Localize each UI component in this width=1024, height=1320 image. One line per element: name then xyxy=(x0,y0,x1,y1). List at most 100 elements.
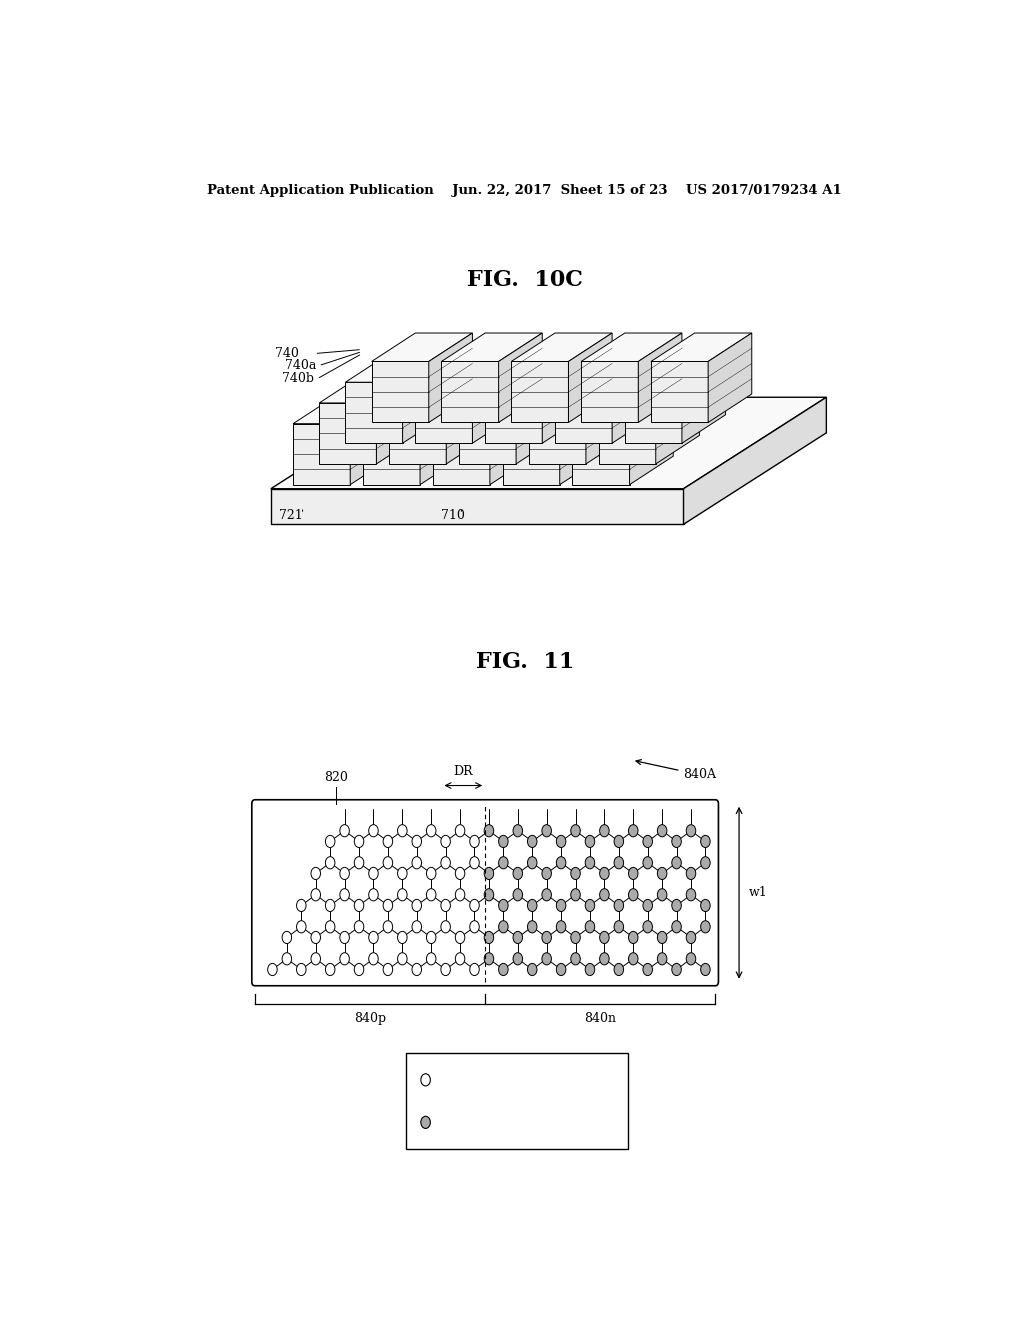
Circle shape xyxy=(513,825,522,837)
Polygon shape xyxy=(625,354,726,383)
Circle shape xyxy=(542,932,551,944)
Text: 710: 710 xyxy=(441,510,465,523)
Text: : Carbon: : Carbon xyxy=(440,1073,495,1086)
Circle shape xyxy=(326,836,335,847)
Circle shape xyxy=(267,964,278,975)
Circle shape xyxy=(527,857,537,869)
Text: 740: 740 xyxy=(274,347,299,360)
Circle shape xyxy=(354,964,364,975)
Circle shape xyxy=(657,953,667,965)
Polygon shape xyxy=(402,354,446,444)
Circle shape xyxy=(340,825,349,837)
Circle shape xyxy=(643,921,652,933)
Circle shape xyxy=(643,899,652,912)
Circle shape xyxy=(456,867,465,879)
Polygon shape xyxy=(372,333,472,362)
Polygon shape xyxy=(372,362,429,422)
Circle shape xyxy=(297,899,306,912)
Circle shape xyxy=(421,1073,430,1086)
Circle shape xyxy=(672,857,681,869)
Circle shape xyxy=(614,836,624,847)
Circle shape xyxy=(556,921,566,933)
Polygon shape xyxy=(441,333,543,362)
Polygon shape xyxy=(555,383,612,444)
Circle shape xyxy=(282,932,292,944)
Circle shape xyxy=(686,888,695,900)
Polygon shape xyxy=(572,424,630,484)
Circle shape xyxy=(426,932,436,944)
Polygon shape xyxy=(511,362,568,422)
Polygon shape xyxy=(485,354,586,383)
Circle shape xyxy=(426,888,436,900)
Circle shape xyxy=(700,857,711,869)
Circle shape xyxy=(311,953,321,965)
Circle shape xyxy=(585,899,595,912)
Circle shape xyxy=(499,964,508,975)
Circle shape xyxy=(326,899,335,912)
Circle shape xyxy=(600,867,609,879)
Circle shape xyxy=(470,921,479,933)
Polygon shape xyxy=(599,403,655,463)
Circle shape xyxy=(686,953,695,965)
Text: 840A: 840A xyxy=(636,759,717,781)
Circle shape xyxy=(643,964,652,975)
Circle shape xyxy=(369,953,378,965)
Polygon shape xyxy=(489,395,534,484)
Circle shape xyxy=(570,867,581,879)
Circle shape xyxy=(499,857,508,869)
Circle shape xyxy=(600,888,609,900)
Text: Patent Application Publication    Jun. 22, 2017  Sheet 15 of 23    US 2017/01792: Patent Application Publication Jun. 22, … xyxy=(208,185,842,198)
Circle shape xyxy=(383,921,392,933)
Polygon shape xyxy=(345,383,402,444)
Circle shape xyxy=(484,953,494,965)
Circle shape xyxy=(412,836,422,847)
Polygon shape xyxy=(429,333,472,422)
Circle shape xyxy=(297,964,306,975)
Circle shape xyxy=(326,857,335,869)
Circle shape xyxy=(484,888,494,900)
Polygon shape xyxy=(572,395,673,424)
Polygon shape xyxy=(433,395,534,424)
Polygon shape xyxy=(459,403,516,463)
Polygon shape xyxy=(528,375,630,403)
Text: FIG.  10C: FIG. 10C xyxy=(467,269,583,292)
Circle shape xyxy=(340,932,349,944)
Circle shape xyxy=(513,888,522,900)
Polygon shape xyxy=(612,354,655,444)
Circle shape xyxy=(311,867,321,879)
Circle shape xyxy=(657,932,667,944)
Circle shape xyxy=(397,932,408,944)
Circle shape xyxy=(369,825,378,837)
Circle shape xyxy=(629,953,638,965)
Circle shape xyxy=(672,899,681,912)
Bar xyxy=(406,1053,628,1150)
Circle shape xyxy=(643,857,652,869)
Circle shape xyxy=(542,953,551,965)
Circle shape xyxy=(369,888,378,900)
Circle shape xyxy=(570,953,581,965)
Circle shape xyxy=(657,825,667,837)
Text: 840n: 840n xyxy=(584,1012,616,1026)
Circle shape xyxy=(527,836,537,847)
Circle shape xyxy=(397,888,408,900)
Circle shape xyxy=(629,867,638,879)
Circle shape xyxy=(354,836,364,847)
Circle shape xyxy=(700,964,711,975)
Polygon shape xyxy=(441,362,499,422)
Circle shape xyxy=(412,921,422,933)
Circle shape xyxy=(383,836,392,847)
Polygon shape xyxy=(270,397,826,488)
Circle shape xyxy=(421,1117,430,1129)
Circle shape xyxy=(470,964,479,975)
Circle shape xyxy=(556,836,566,847)
Circle shape xyxy=(412,964,422,975)
Polygon shape xyxy=(503,424,560,484)
Polygon shape xyxy=(651,362,709,422)
Circle shape xyxy=(527,899,537,912)
Circle shape xyxy=(629,932,638,944)
Circle shape xyxy=(397,953,408,965)
Polygon shape xyxy=(319,375,420,403)
Polygon shape xyxy=(625,383,682,444)
Circle shape xyxy=(542,825,551,837)
Circle shape xyxy=(326,964,335,975)
